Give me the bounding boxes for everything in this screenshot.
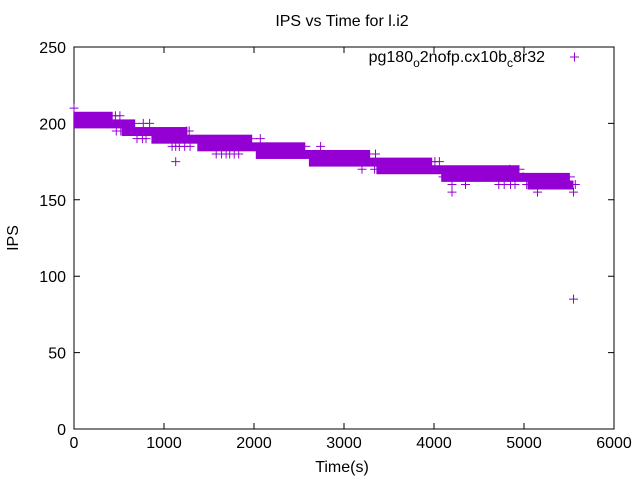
x-tick-label: 0	[70, 435, 79, 452]
y-tick-label: 100	[39, 269, 66, 286]
y-tick-label: 150	[39, 193, 66, 210]
data-point	[145, 118, 155, 128]
data-point	[569, 187, 578, 197]
y-tick-label: 50	[48, 346, 66, 363]
y-tick-label: 250	[39, 40, 66, 57]
data-point	[171, 157, 181, 167]
data-point	[447, 187, 457, 197]
legend-marker	[570, 52, 579, 62]
y-axis-label: IPS	[5, 225, 22, 251]
x-tick-label: 2000	[236, 435, 272, 452]
data-point	[510, 180, 520, 190]
data-point	[447, 180, 457, 190]
data-point	[434, 157, 444, 167]
data-point	[69, 103, 79, 113]
data-point	[461, 180, 470, 190]
y-tick-label: 200	[39, 116, 66, 133]
data-point	[255, 134, 265, 144]
data-band	[74, 119, 136, 129]
plot-border	[73, 46, 615, 430]
legend: pg180o2nofp.cx10bc8r32	[369, 49, 579, 70]
chart-title: IPS vs Time for l.i2	[275, 13, 408, 30]
data-band	[121, 127, 188, 137]
data-band	[255, 149, 371, 159]
data-point	[316, 141, 326, 151]
legend-label: pg180o2nofp.cx10bc8r32	[369, 49, 546, 70]
data-point	[569, 294, 578, 304]
data-point	[505, 164, 515, 174]
x-axis-label: Time(s)	[315, 459, 369, 476]
y-tick-label: 0	[57, 422, 66, 439]
x-tick-label: 1000	[146, 435, 182, 452]
data-point	[371, 149, 380, 159]
data-point	[141, 134, 151, 144]
data-point	[185, 141, 195, 151]
data-band	[197, 142, 306, 152]
x-tick-label: 5000	[506, 435, 542, 452]
data-point	[570, 180, 580, 190]
data-point	[357, 164, 367, 174]
data-band	[74, 111, 113, 121]
x-tick-label: 3000	[326, 435, 362, 452]
data-point	[184, 126, 194, 136]
data-band	[308, 157, 433, 167]
data-point	[443, 172, 452, 182]
data-point	[115, 111, 125, 121]
x-tick-label: 4000	[416, 435, 452, 452]
data-point	[234, 149, 244, 159]
data-point	[533, 187, 542, 197]
data-band	[527, 180, 574, 190]
data-point	[370, 164, 380, 174]
x-tick-label: 6000	[596, 435, 632, 452]
data-band	[151, 134, 253, 144]
data-point	[116, 126, 126, 136]
data-point	[522, 180, 532, 190]
data-point	[518, 172, 528, 182]
data-band	[376, 165, 520, 175]
data-band	[441, 172, 570, 182]
